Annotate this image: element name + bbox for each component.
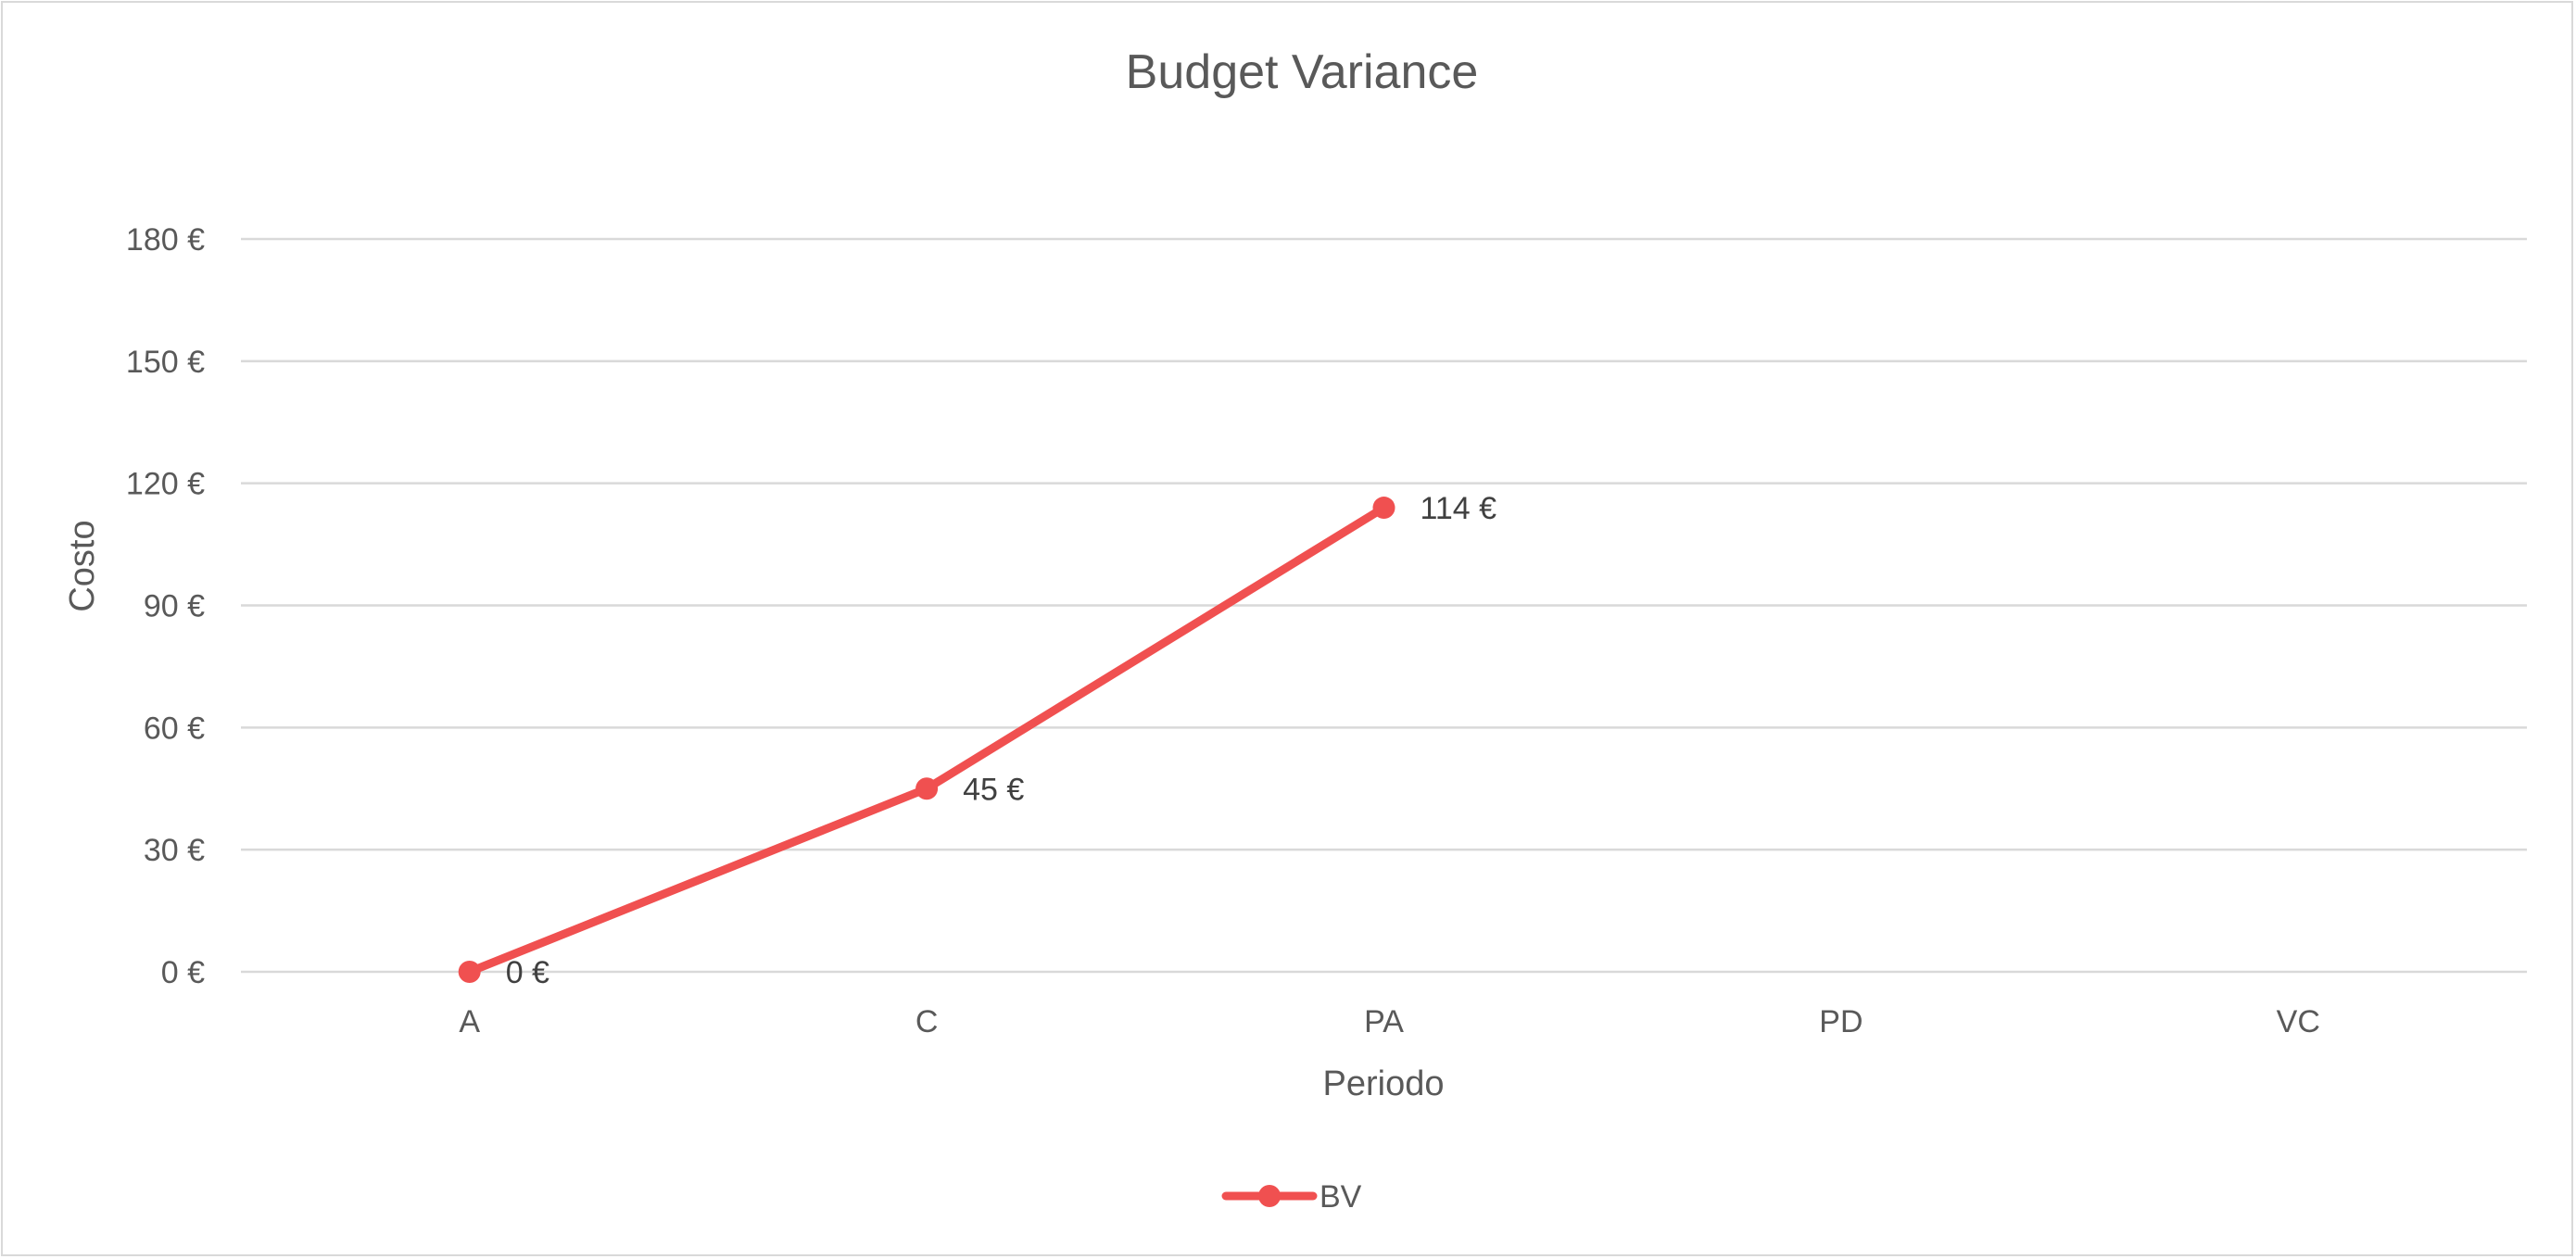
legend-label-bv: BV xyxy=(1320,1179,1362,1215)
y-tick-label: 0 € xyxy=(161,955,205,990)
y-tick-label: 60 € xyxy=(144,711,205,746)
series-bv xyxy=(458,497,1395,983)
y-tick-label: 120 € xyxy=(126,467,205,502)
chart-title: Budget Variance xyxy=(1126,45,1479,99)
legend: BV xyxy=(1221,1179,1362,1215)
y-axis-ticks: 0 € 30 € 60 € 90 € 120 € 150 € 180 € xyxy=(126,222,205,990)
x-tick-label: A xyxy=(459,1004,480,1039)
data-point xyxy=(458,961,481,983)
data-labels: 0 € 45 € 114 € xyxy=(506,491,1496,990)
y-tick-label: 30 € xyxy=(144,833,205,868)
y-tick-label: 90 € xyxy=(144,589,205,624)
x-tick-label: PD xyxy=(1819,1004,1863,1039)
y-tick-label: 150 € xyxy=(126,345,205,380)
gridlines xyxy=(241,237,2527,974)
data-label: 114 € xyxy=(1421,491,1497,526)
data-point xyxy=(915,777,939,800)
x-axis-ticks: A C PA PD VC xyxy=(459,1004,2320,1039)
data-label: 45 € xyxy=(963,772,1024,807)
x-tick-label: PA xyxy=(1364,1004,1404,1039)
y-tick-label: 180 € xyxy=(126,222,205,258)
data-point xyxy=(1372,497,1395,520)
x-tick-label: VC xyxy=(2277,1004,2320,1039)
x-axis-title: Periodo xyxy=(1323,1064,1445,1103)
x-tick-label: C xyxy=(915,1004,939,1039)
series-line xyxy=(465,503,1388,976)
data-label: 0 € xyxy=(506,955,549,990)
legend-marker-swatch xyxy=(1258,1185,1281,1207)
y-axis-title: Costo xyxy=(63,520,102,611)
